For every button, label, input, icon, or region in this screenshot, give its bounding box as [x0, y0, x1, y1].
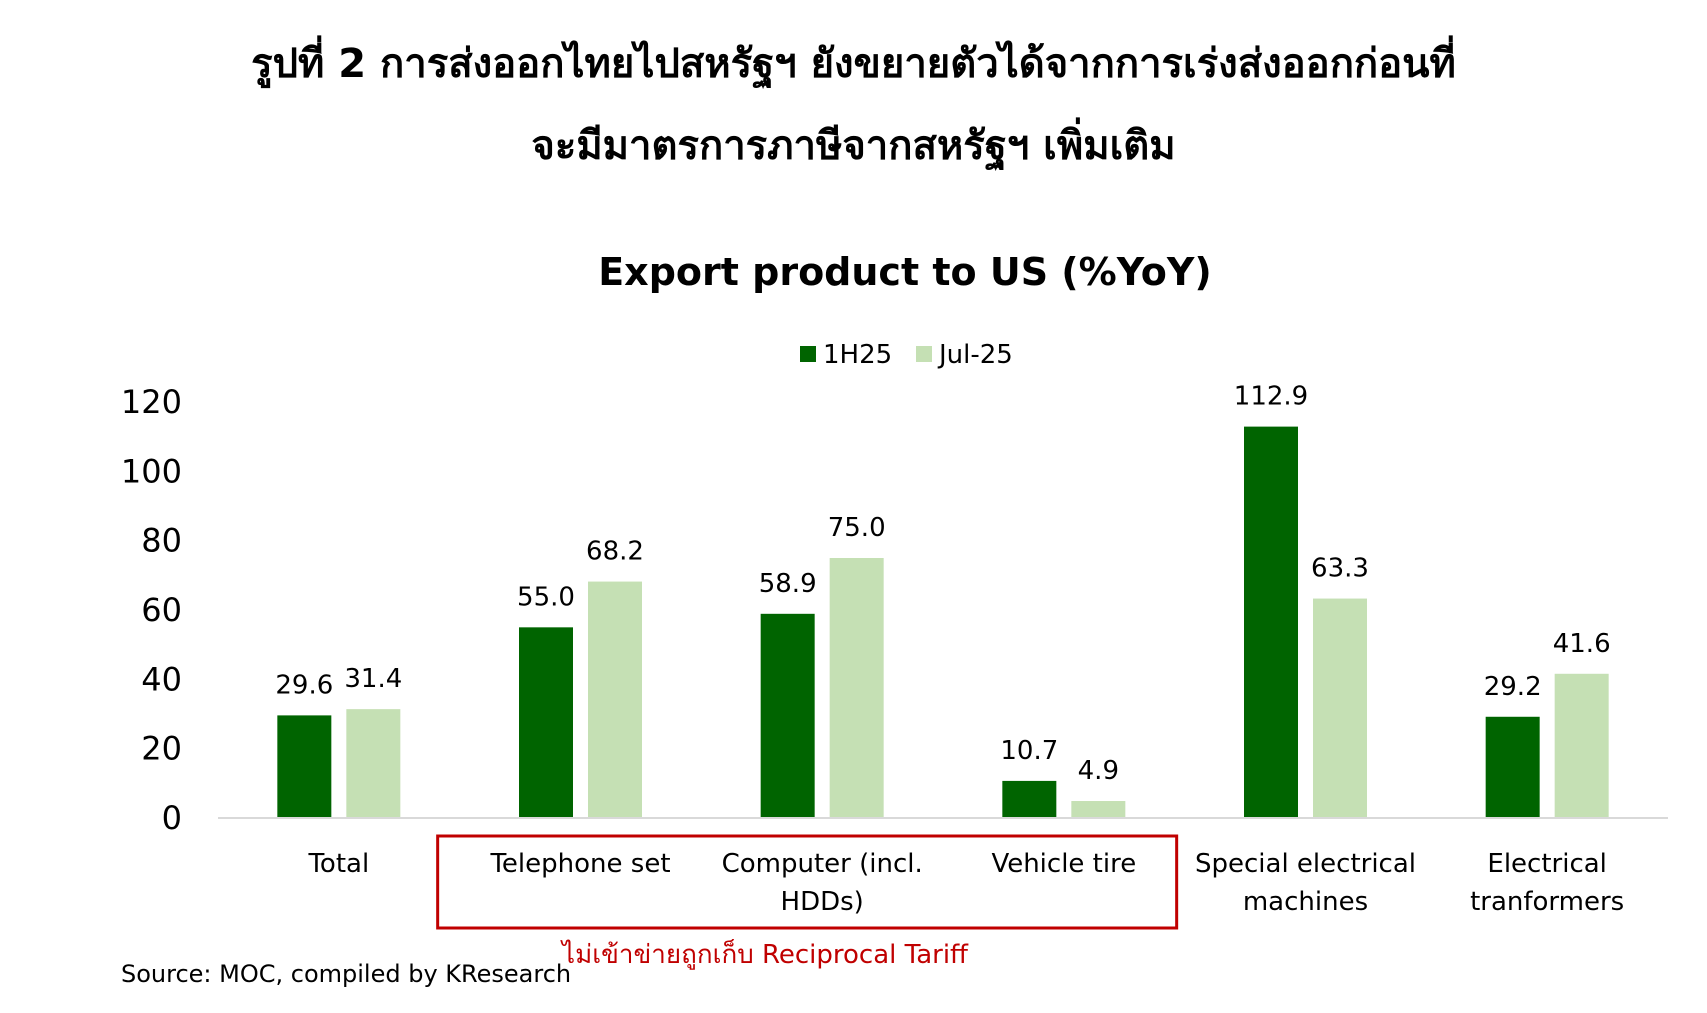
- data-label: 55.0: [517, 582, 575, 612]
- data-label: 112.9: [1234, 382, 1308, 412]
- legend-label: Jul-25: [937, 340, 1013, 370]
- bar-1h25: [519, 627, 573, 818]
- data-label: 68.2: [586, 537, 644, 567]
- bar-jul-25: [1554, 673, 1609, 818]
- y-tick-label: 80: [141, 522, 182, 560]
- data-labels: 29.6 31.4 55.0 68.2 58.9 75.0 10.7 4.9 112.9 63.3…: [275, 382, 1610, 786]
- y-tick-label: 120: [121, 383, 182, 421]
- legend-label: 1H25: [823, 340, 892, 370]
- bar-1h25: [1244, 426, 1298, 818]
- y-tick-label: 20: [141, 730, 182, 768]
- x-tick-label: Total: [307, 849, 369, 879]
- bar-jul-25: [1071, 801, 1126, 818]
- bar-jul-25: [588, 581, 642, 818]
- x-tick-label: Computer (incl. HDDs): [722, 849, 923, 917]
- bar-jul-25: [829, 558, 884, 818]
- x-axis: Total Telephone set Computer (incl. HDDs) Ve…: [307, 849, 1624, 917]
- chart-legend: 1H25 Jul-25: [800, 340, 1013, 370]
- data-label: 10.7: [1000, 736, 1058, 766]
- x-tick-label: Electrical tranformers: [1470, 849, 1624, 917]
- annotation-text: ไม่เข้าข่ายถูกเก็บ Reciprocal Tariff: [560, 938, 969, 970]
- x-tick-label: Special electrical machines: [1195, 849, 1416, 917]
- x-tick-label: Telephone set: [489, 849, 670, 879]
- legend-swatch: [916, 346, 932, 362]
- x-tick-label: Vehicle tire: [991, 849, 1136, 879]
- y-tick-label: 0: [162, 799, 182, 837]
- y-tick-label: 100: [121, 452, 182, 490]
- data-label: 58.9: [759, 569, 817, 599]
- data-label: 41.6: [1553, 629, 1611, 659]
- bar-jul-25: [1313, 598, 1367, 818]
- bar-1h25: [760, 613, 815, 818]
- bar-1h25: [277, 715, 332, 818]
- legend-swatch: [800, 346, 816, 362]
- data-label: 29.2: [1484, 672, 1542, 702]
- bar-1h25: [1485, 716, 1540, 818]
- highlight-box: [436, 834, 1179, 930]
- data-label: 4.9: [1078, 756, 1119, 786]
- data-label: 75.0: [828, 513, 886, 543]
- y-tick-label: 40: [141, 660, 182, 698]
- bar-1h25: [1002, 780, 1057, 818]
- data-label: 63.3: [1311, 554, 1369, 584]
- chart-title: Export product to US (%YoY): [598, 250, 1212, 294]
- bar-jul-25: [346, 709, 401, 818]
- y-axis: 0 20 40 60 80 100 120: [121, 383, 182, 837]
- heading-line-2: จะมีมาตรการภาษีจากสหรัฐฯ เพิ่มเติม: [531, 123, 1176, 169]
- data-label: 31.4: [344, 664, 402, 694]
- data-label: 29.6: [275, 670, 333, 700]
- source-note: Source: MOC, compiled by KResearch: [121, 960, 572, 988]
- y-tick-label: 60: [141, 591, 182, 629]
- bar-series: [277, 426, 1609, 818]
- heading-line-1: รูปที่ 2 การส่งออกไทยไปสหรัฐฯ ยังขยายตัว…: [251, 41, 1456, 87]
